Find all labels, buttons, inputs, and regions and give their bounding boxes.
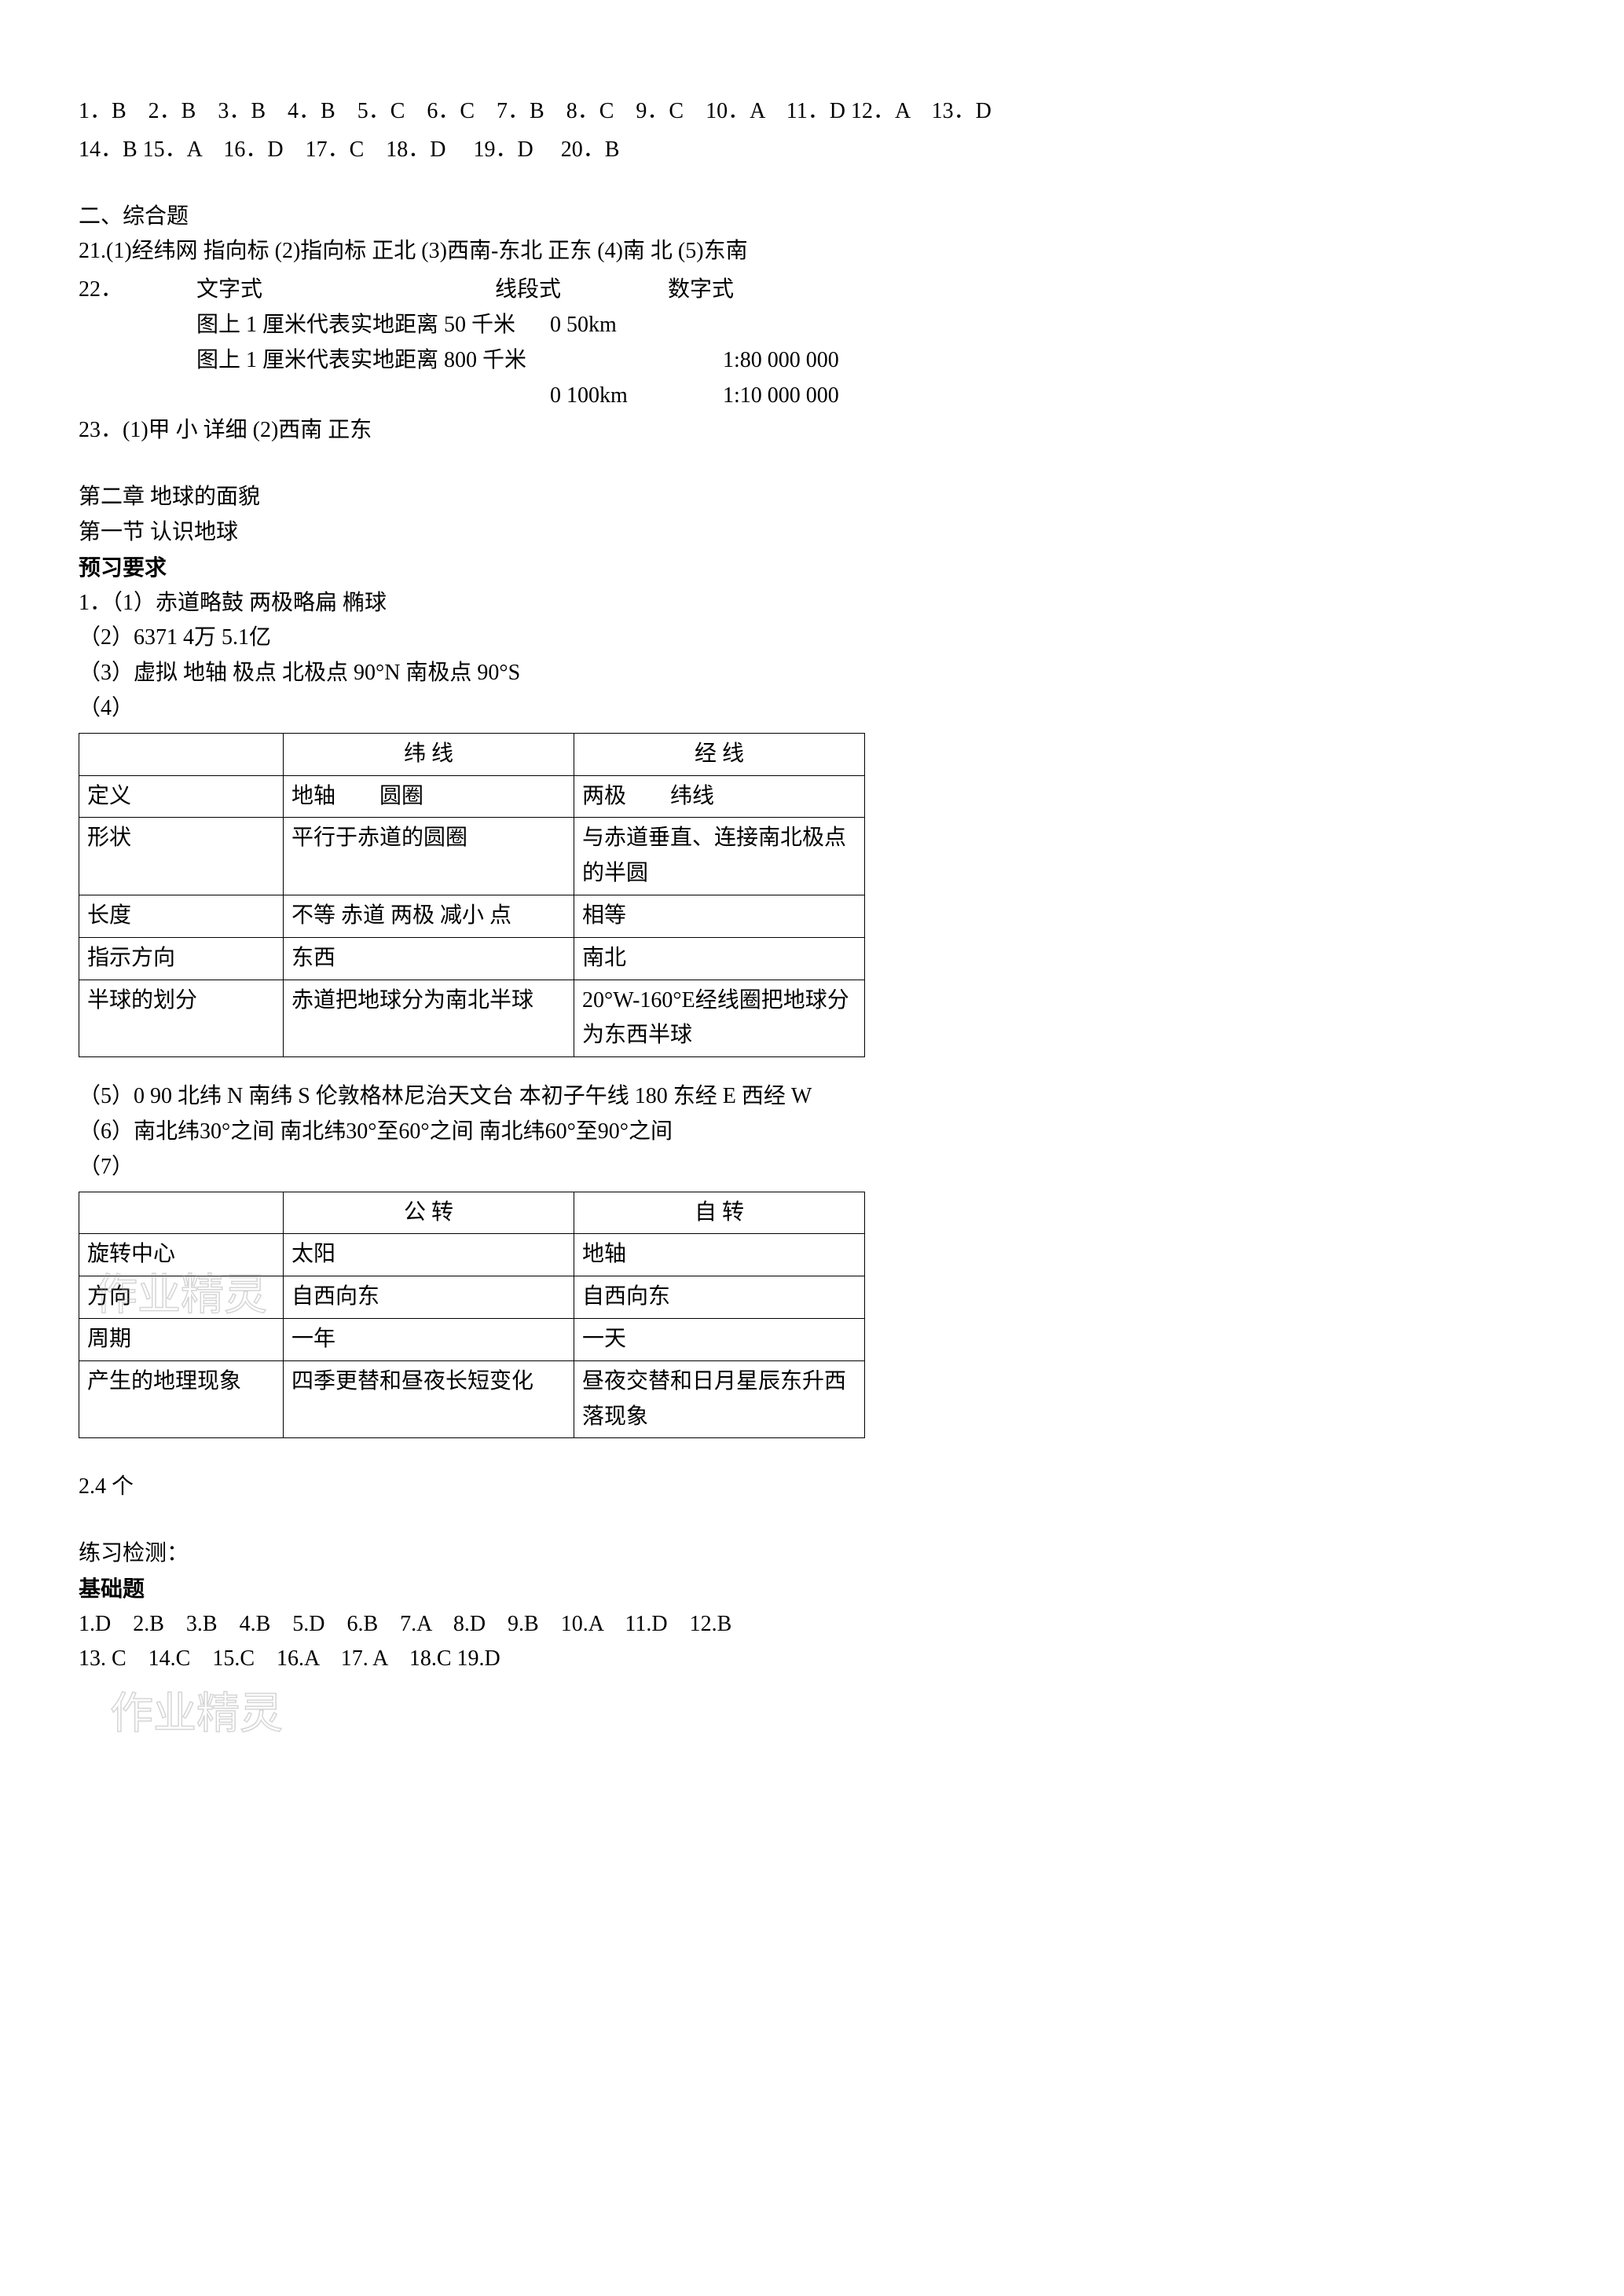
practice-line1: 1.D 2.B 3.B 4.B 5.D 6.B 7.A 8.D 9.B 10.A…: [79, 1607, 1545, 1642]
t2-r0-c3: 地轴: [574, 1234, 865, 1276]
q22-label: 22．: [79, 273, 196, 308]
table-row: 定义 地轴 圆圈 两极 纬线: [79, 775, 865, 818]
p24: 2.4 个: [79, 1470, 1545, 1505]
t1-r2-c3: 相等: [574, 895, 865, 937]
t1-r0-c1: 定义: [79, 775, 284, 818]
t2-h-c2: 公 转: [284, 1192, 574, 1234]
t1-r4-c1: 半球的划分: [79, 980, 284, 1057]
ch2-p3: （3）虚拟 地轴 极点 北极点 90°N 南极点 90°S: [79, 656, 1545, 691]
t1-r1-c1: 形状: [79, 818, 284, 895]
t1-r0-c3: 两极 纬线: [574, 775, 865, 818]
t1-r1-c2: 平行于赤道的圆圈: [284, 818, 574, 895]
rotation-revolution-table: 公 转 自 转 旋转中心 太阳 地轴 方向 自西向东 自西向东 周期 一年 一天…: [79, 1192, 865, 1439]
table-row: 指示方向 东西 南北: [79, 937, 865, 980]
svg-text:作业精灵: 作业精灵: [110, 1690, 283, 1738]
watermark-icon: 作业精灵: [110, 1685, 361, 1748]
table-row: 形状 平行于赤道的圆圈 与赤道垂直、连接南北极点的半圆: [79, 818, 865, 895]
section-two-title: 二、综合题: [79, 200, 1545, 235]
practice-line2: 13. C 14.C 15.C 16.A 17. A 18.C 19.D: [79, 1642, 1545, 1677]
t2-r2-c2: 一年: [284, 1318, 574, 1360]
t2-r3-c2: 四季更替和昼夜长短变化: [284, 1360, 574, 1438]
t1-r1-c3: 与赤道垂直、连接南北极点的半圆: [574, 818, 865, 895]
t1-h-c2: 纬 线: [284, 733, 574, 775]
q22-r2-c1: 图上 1 厘米代表实地距离 800 千米: [196, 343, 550, 379]
t2-r2-c1: 周期: [79, 1318, 284, 1360]
table-row: 公 转 自 转: [79, 1192, 865, 1234]
t1-r3-c1: 指示方向: [79, 937, 284, 980]
practice-title: 练习检测：: [79, 1536, 1545, 1572]
t2-r1-c2: 自西向东: [284, 1276, 574, 1319]
q22-row2: 图上 1 厘米代表实地距离 800 千米 1:80 000 000: [79, 343, 1545, 379]
q22-row3: 0 100km 1:10 000 000: [79, 379, 1545, 414]
ch2-p7: （7）: [79, 1150, 1545, 1185]
q22-r2-c2: [550, 343, 723, 379]
table-row: 纬 线 经 线: [79, 733, 865, 775]
q22-h-c1: 文字式: [196, 273, 495, 308]
t1-r4-c3: 20°W-160°E经线圈把地球分为东西半球: [574, 980, 865, 1057]
q22-h-c2: 线段式: [495, 273, 668, 308]
q22-r3-c1: [196, 379, 550, 414]
prereq-heading: 预习要求: [79, 551, 1545, 586]
table-row: 旋转中心 太阳 地轴: [79, 1234, 865, 1276]
t1-r3-c2: 东西: [284, 937, 574, 980]
spacer: [79, 308, 196, 343]
q22-r1-c1: 图上 1 厘米代表实地距离 50 千米: [196, 308, 550, 343]
practice-subtitle: 基础题: [79, 1572, 1545, 1607]
table-row: 长度 不等 赤道 两极 减小 点 相等: [79, 895, 865, 937]
q22-h-c3: 数字式: [668, 273, 841, 308]
q22-header-row: 22． 文字式 线段式 数字式: [79, 273, 1545, 308]
chapter2-title1: 第二章 地球的面貌: [79, 480, 1545, 515]
t1-h-c3: 经 线: [574, 733, 865, 775]
t1-r2-c2: 不等 赤道 两极 减小 点: [284, 895, 574, 937]
t1-r3-c3: 南北: [574, 937, 865, 980]
table-row: 方向 自西向东 自西向东: [79, 1276, 865, 1319]
spacer: [79, 379, 196, 414]
mc-answers-line2: 14．B 15．A 16．D 17．C 18．D 19．D 20．B: [79, 133, 1545, 168]
t2-r3-c3: 昼夜交替和日月星辰东升西落现象: [574, 1360, 865, 1438]
latitude-longitude-table: 纬 线 经 线 定义 地轴 圆圈 两极 纬线 形状 平行于赤道的圆圈 与赤道垂直…: [79, 733, 865, 1057]
table-row: 周期 一年 一天: [79, 1318, 865, 1360]
ch2-p2: （2）6371 4万 5.1亿: [79, 621, 1545, 656]
t2-r3-c1: 产生的地理现象: [79, 1360, 284, 1438]
q22-r2-c3: 1:80 000 000: [723, 343, 896, 379]
ch2-p5: （5）0 90 北纬 N 南纬 S 伦敦格林尼治天文台 本初子午线 180 东经…: [79, 1079, 1545, 1115]
spacer: [79, 343, 196, 379]
t2-h-c1: [79, 1192, 284, 1234]
q22-r1-c3: [723, 308, 896, 343]
q22-row1: 图上 1 厘米代表实地距离 50 千米 0 50km: [79, 308, 1545, 343]
t2-r0-c1: 旋转中心: [79, 1234, 284, 1276]
t1-r4-c2: 赤道把地球分为南北半球: [284, 980, 574, 1057]
t1-r2-c1: 长度: [79, 895, 284, 937]
t1-h-c1: [79, 733, 284, 775]
ch2-p1: 1．（1）赤道略鼓 两极略扁 椭球: [79, 586, 1545, 621]
ch2-p4: （4）: [79, 691, 1545, 727]
t2-r1-c1: 方向: [79, 1276, 284, 1319]
t2-r1-c3: 自西向东: [574, 1276, 865, 1319]
table-row: 产生的地理现象 四季更替和昼夜长短变化 昼夜交替和日月星辰东升西落现象: [79, 1360, 865, 1438]
mc-answers-line1: 1．B 2．B 3．B 4．B 5．C 6．C 7．B 8．C 9．C 10．A…: [79, 94, 1545, 130]
q22-r3-c2: 0 100km: [550, 379, 723, 414]
q22-r1-c2: 0 50km: [550, 308, 723, 343]
q23: 23．(1)甲 小 详细 (2)西南 正东: [79, 413, 1545, 449]
table-row: 半球的划分 赤道把地球分为南北半球 20°W-160°E经线圈把地球分为东西半球: [79, 980, 865, 1057]
t2-r0-c2: 太阳: [284, 1234, 574, 1276]
q21: 21.(1)经纬网 指向标 (2)指向标 正北 (3)西南-东北 正东 (4)南…: [79, 234, 1545, 269]
ch2-p6: （6）南北纬30°之间 南北纬30°至60°之间 南北纬60°至90°之间: [79, 1115, 1545, 1150]
chapter2-title2: 第一节 认识地球: [79, 515, 1545, 551]
q22-r3-c3: 1:10 000 000: [723, 379, 896, 414]
t1-r0-c2: 地轴 圆圈: [284, 775, 574, 818]
t2-h-c3: 自 转: [574, 1192, 865, 1234]
t2-r2-c3: 一天: [574, 1318, 865, 1360]
